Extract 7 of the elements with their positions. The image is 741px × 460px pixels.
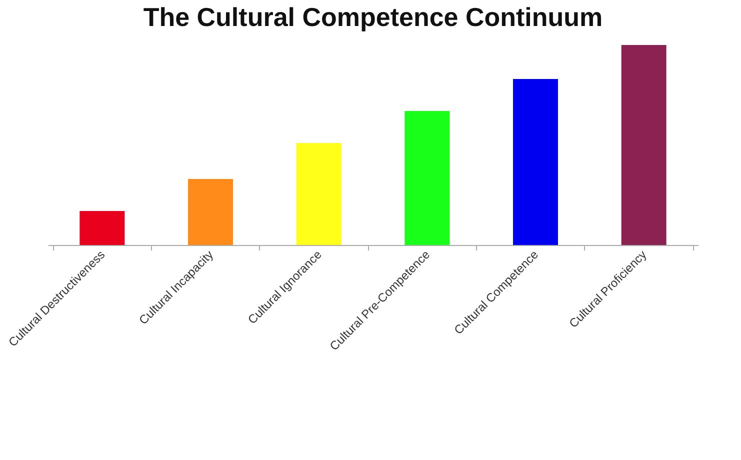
- bar: [80, 211, 125, 245]
- bar: [188, 179, 233, 245]
- bar: [621, 45, 666, 245]
- bar: [296, 143, 342, 245]
- bar: [513, 79, 558, 245]
- bar: [404, 111, 450, 245]
- chart-title: The Cultural Competence Continuum: [143, 2, 603, 32]
